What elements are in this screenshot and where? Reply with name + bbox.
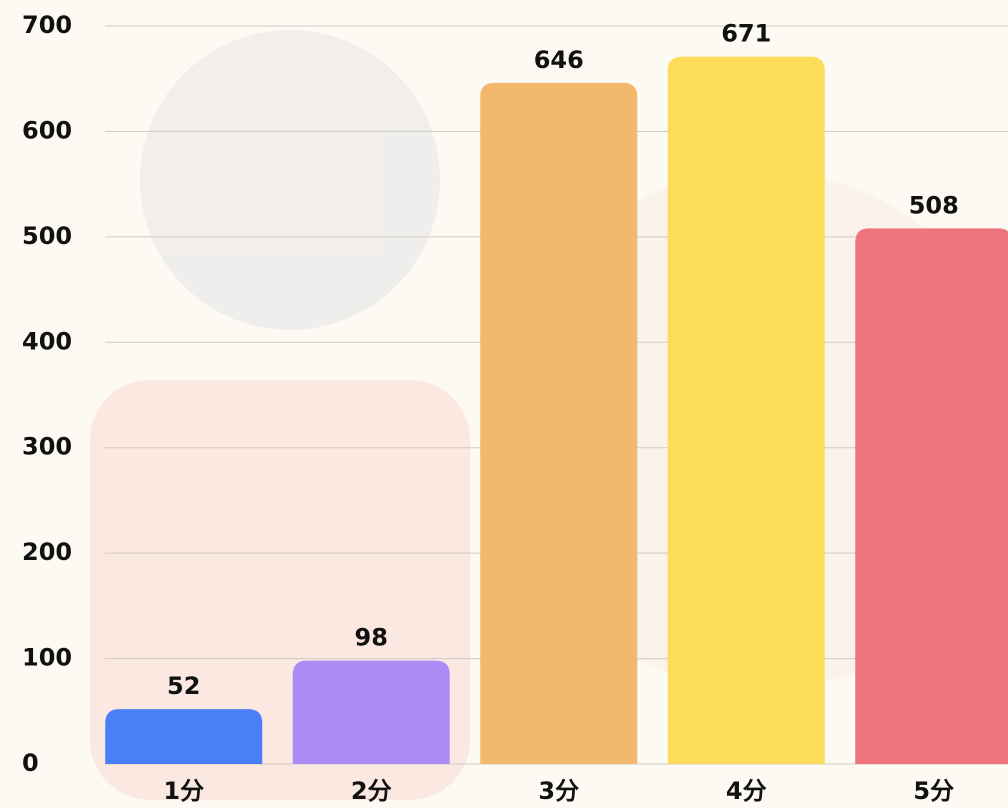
bar xyxy=(855,228,1008,764)
x-tick-label: 3分 xyxy=(538,777,579,805)
bar xyxy=(480,82,638,765)
value-label: 646 xyxy=(534,46,584,74)
value-label: 671 xyxy=(721,20,771,48)
x-tick-label: 1分 xyxy=(163,777,204,805)
x-tick-label: 5分 xyxy=(913,777,954,805)
y-tick-label: 400 xyxy=(22,327,72,355)
value-label: 508 xyxy=(909,191,959,219)
bar xyxy=(667,56,825,765)
y-tick-label: 600 xyxy=(22,116,72,144)
bar xyxy=(105,709,263,764)
x-tick-label: 4分 xyxy=(726,777,767,805)
x-tick-label: 2分 xyxy=(351,777,392,805)
y-tick-label: 500 xyxy=(22,222,72,250)
bar xyxy=(292,660,450,764)
y-tick-label: 200 xyxy=(22,538,72,566)
value-label: 52 xyxy=(167,672,200,700)
y-tick-label: 0 xyxy=(22,749,39,777)
y-tick-label: 300 xyxy=(22,433,72,461)
y-tick-label: 100 xyxy=(22,644,72,672)
y-tick-label: 700 xyxy=(22,11,72,39)
value-label: 98 xyxy=(355,624,388,652)
